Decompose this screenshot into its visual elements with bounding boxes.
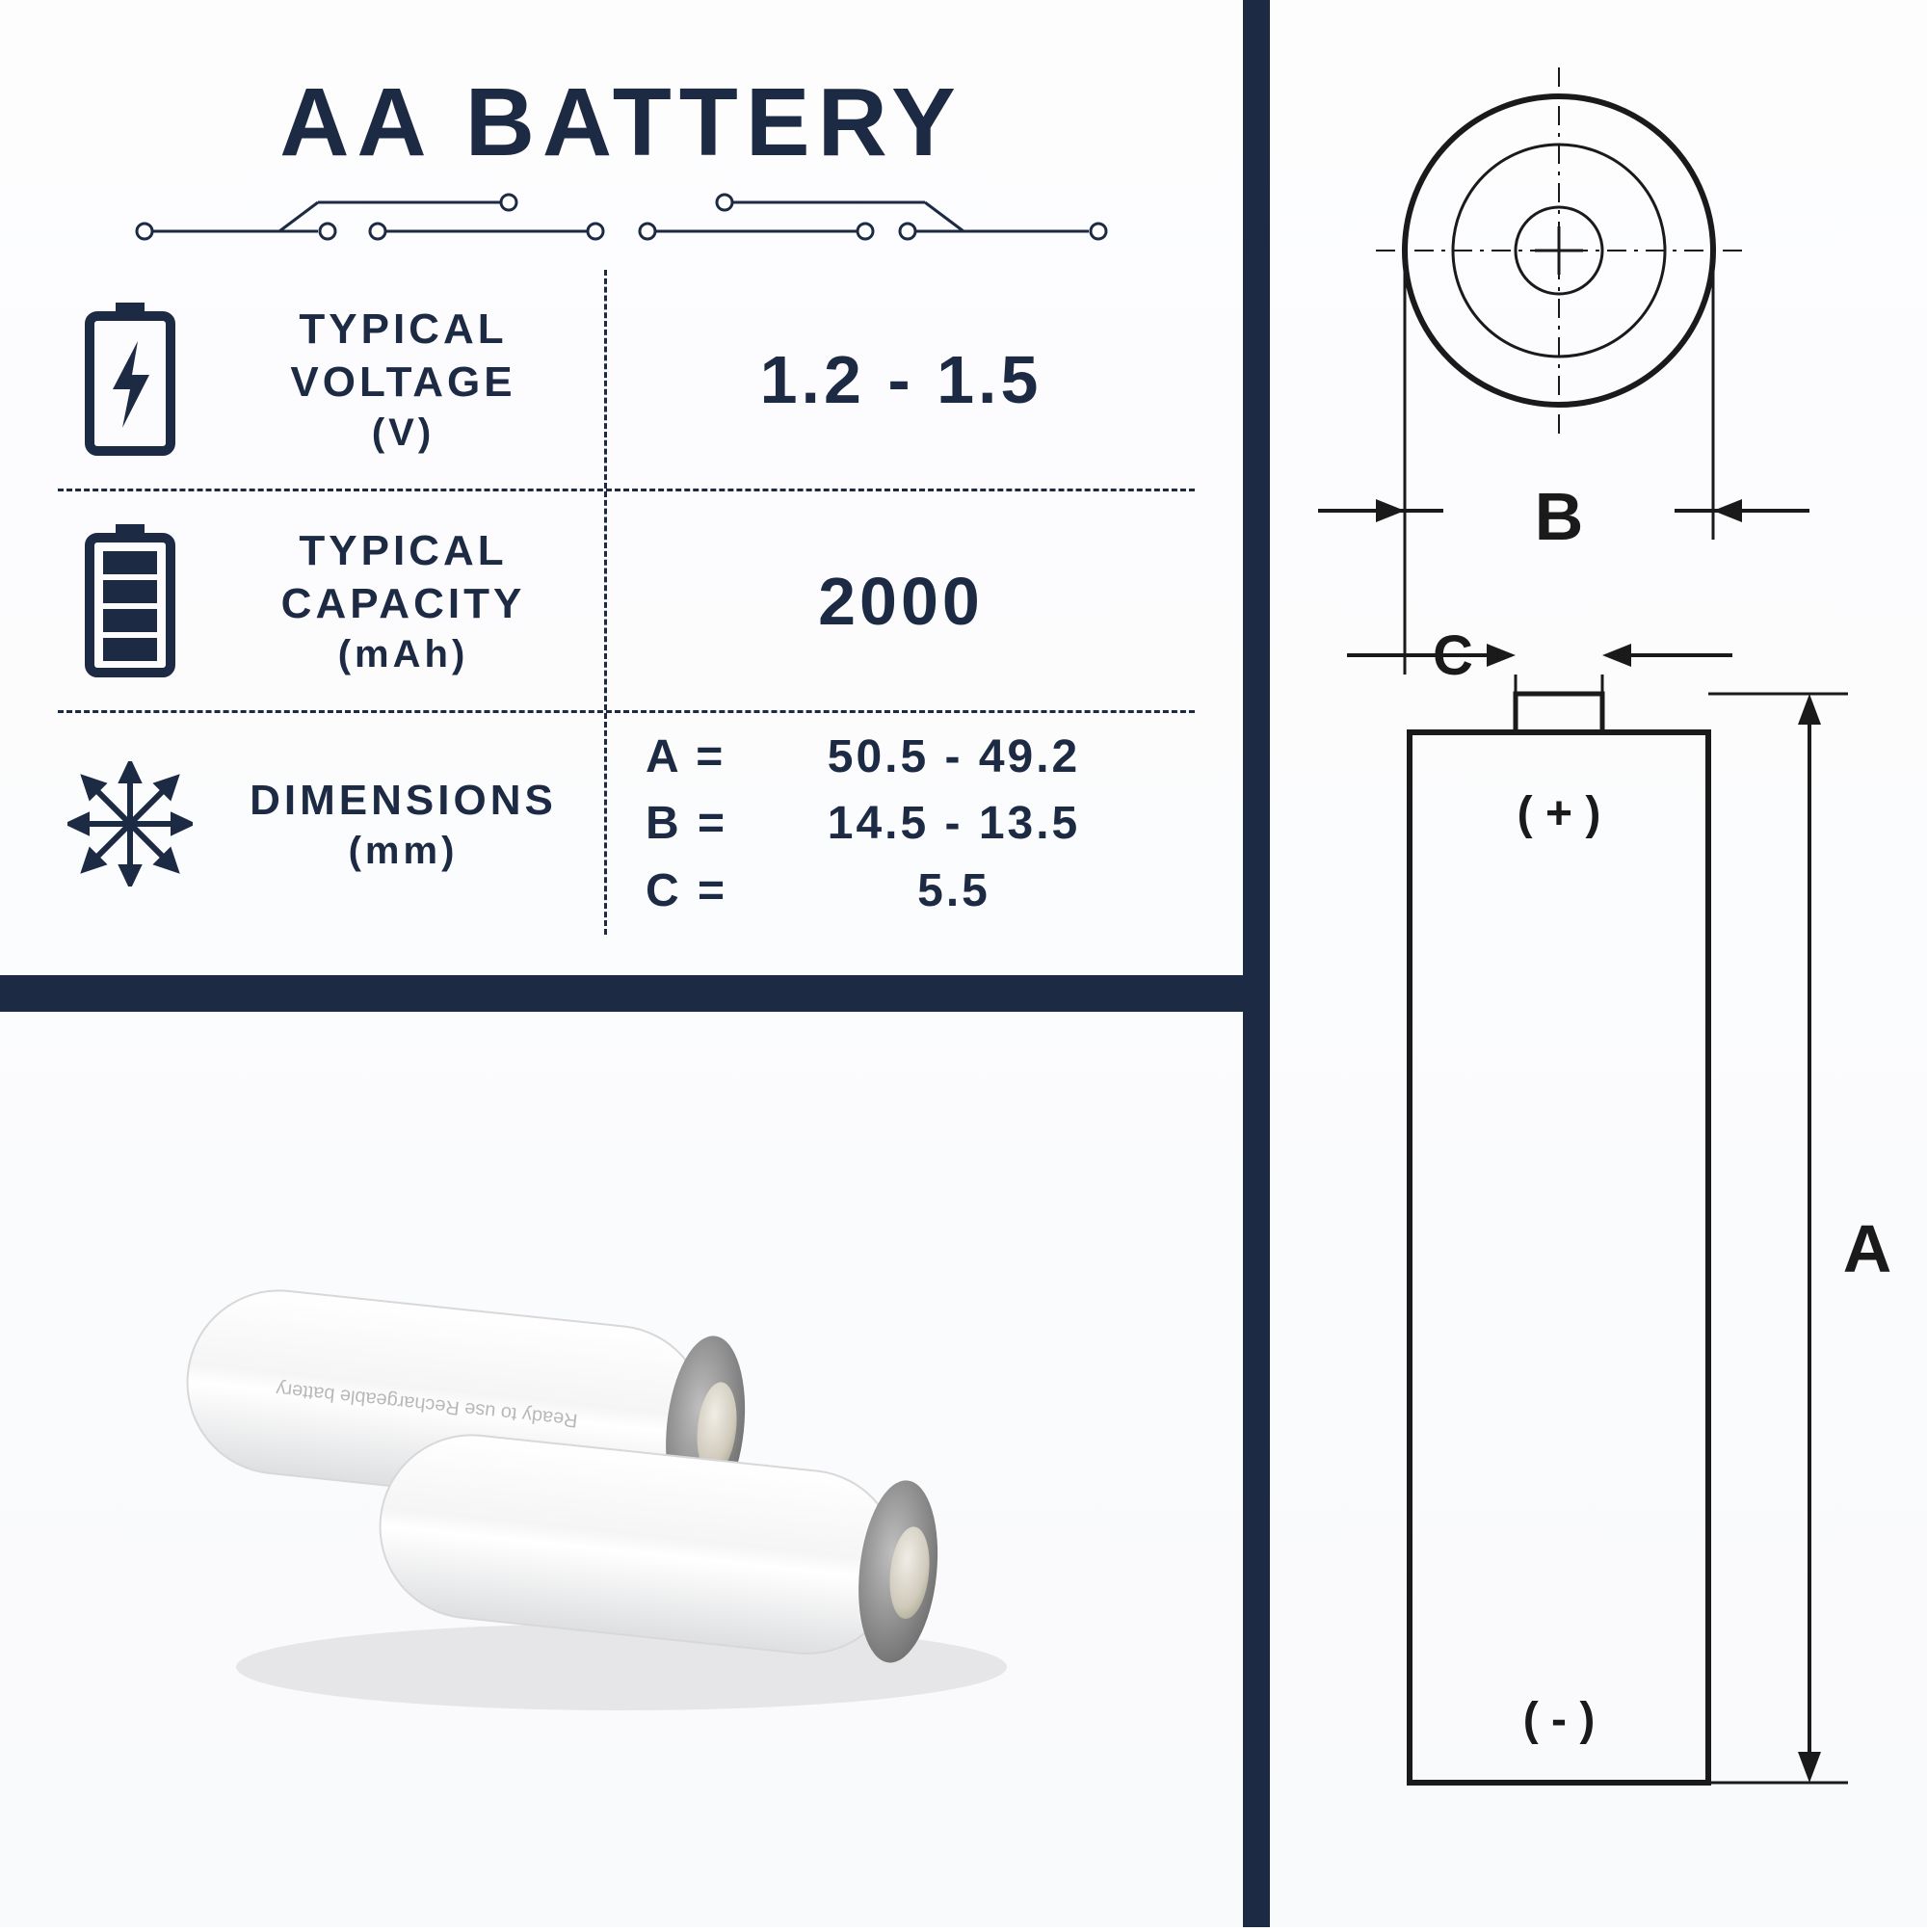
horizontal-divider: [0, 975, 1243, 1012]
dimensions-values: A =50.5 - 49.2 B =14.5 - 13.5 C =5.5: [607, 724, 1195, 925]
capacity-label-2: CAPACITY: [202, 577, 604, 630]
dim-c-label: C =: [646, 858, 771, 925]
dim-b-label: B =: [646, 790, 771, 858]
page-title: AA BATTERY: [0, 67, 1243, 178]
spec-table: TYPICAL VOLTAGE (V) 1.2 - 1.5 TYPICAL C: [58, 270, 1195, 935]
spec-row-dimensions: DIMENSIONS (mm) A =50.5 - 49.2 B =14.5 -…: [58, 713, 1195, 935]
diagram-polarity-neg: ( - ): [1523, 1694, 1596, 1745]
dimension-diagram: B C A ( + ) ( - ): [1270, 0, 1927, 1927]
battery-full-icon: [58, 524, 202, 678]
dim-c-value: 5.5: [771, 858, 1195, 925]
voltage-label-1: TYPICAL: [202, 303, 604, 356]
spec-row-voltage: TYPICAL VOLTAGE (V) 1.2 - 1.5: [58, 270, 1195, 491]
infographic-frame: AA BATTERY: [0, 0, 1927, 1927]
diagram-polarity-pos: ( + ): [1518, 788, 1601, 839]
battery-bolt-icon: [58, 303, 202, 457]
dimensions-label-1: DIMENSIONS: [202, 774, 604, 827]
capacity-label-1: TYPICAL: [202, 524, 604, 577]
diagram-label-c: C: [1433, 624, 1473, 687]
capacity-unit: (mAh): [202, 630, 604, 678]
dim-b-value: 14.5 - 13.5: [771, 790, 1195, 858]
capacity-label: TYPICAL CAPACITY (mAh): [202, 491, 607, 710]
voltage-label: TYPICAL VOLTAGE (V): [202, 270, 607, 489]
dim-a-label: A =: [646, 724, 771, 791]
dimensions-unit: (mm): [202, 827, 604, 875]
dimensions-label: DIMENSIONS (mm): [202, 713, 607, 935]
diagram-label-a: A: [1843, 1211, 1892, 1286]
vertical-divider: [1243, 0, 1270, 1927]
voltage-label-2: VOLTAGE: [202, 356, 604, 409]
dim-a-value: 50.5 - 49.2: [771, 724, 1195, 791]
diagram-label-b: B: [1535, 479, 1584, 554]
capacity-value: 2000: [607, 563, 1195, 640]
spec-row-capacity: TYPICAL CAPACITY (mAh) 2000: [58, 491, 1195, 713]
voltage-unit: (V): [202, 409, 604, 457]
product-photo: Ready to use Rechargeable battery: [0, 1012, 1243, 1927]
voltage-value: 1.2 - 1.5: [607, 341, 1195, 418]
arrows-icon: [58, 761, 202, 887]
circuit-decoration-icon: [135, 188, 1108, 246]
